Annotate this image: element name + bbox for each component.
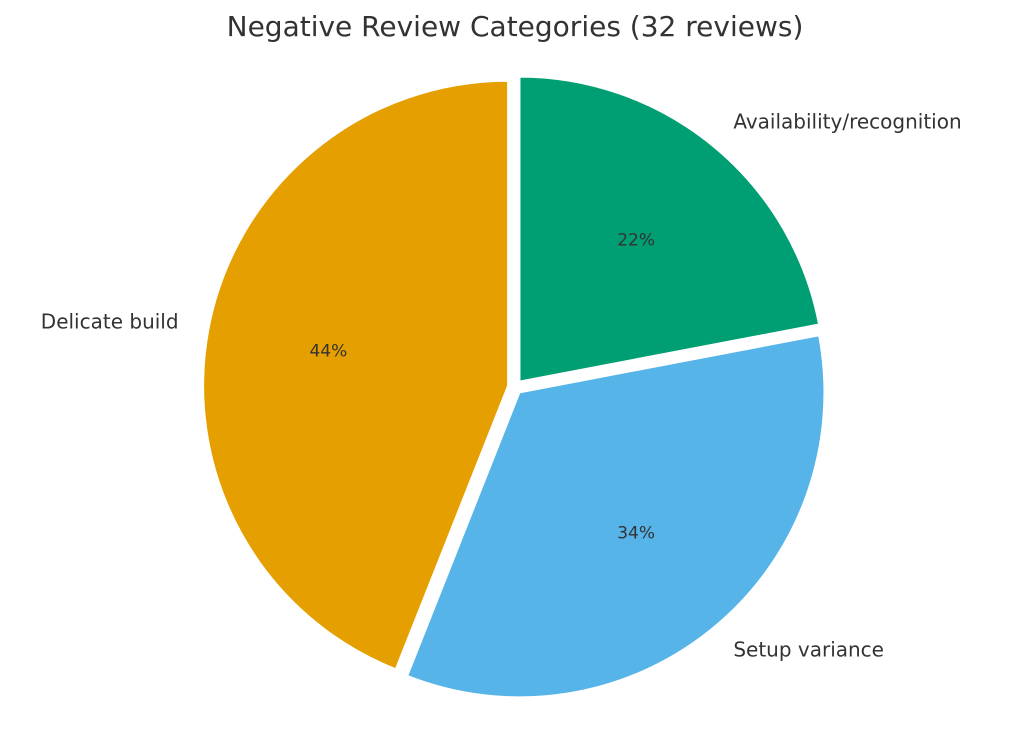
value-label: 22%: [617, 231, 655, 251]
value-label: 34%: [617, 523, 655, 543]
pie-slice: [202, 79, 510, 671]
slice-label: Setup variance: [733, 637, 884, 661]
chart-title: Negative Review Categories (32 reviews): [227, 10, 804, 43]
pie-slice: [518, 75, 821, 383]
slice-label: Availability/recognition: [733, 110, 961, 134]
pie-slice: [405, 334, 826, 699]
slice-label: Delicate build: [41, 309, 179, 333]
value-label: 44%: [309, 341, 347, 361]
